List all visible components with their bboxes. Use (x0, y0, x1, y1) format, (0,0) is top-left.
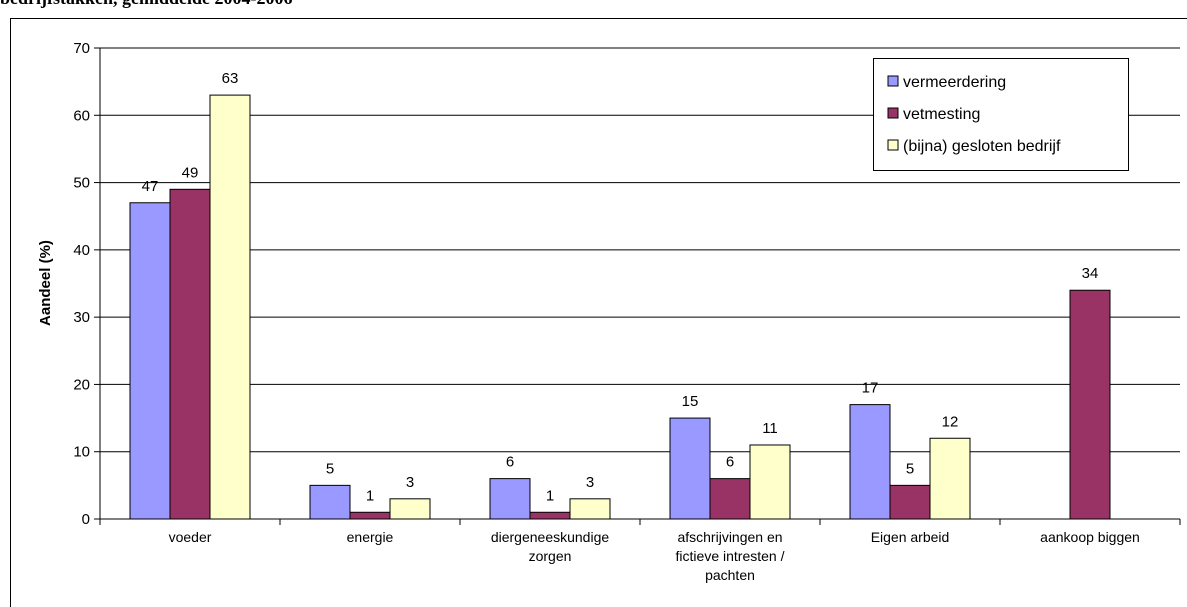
legend-swatch (887, 107, 899, 119)
legend-label: vetmesting (903, 106, 980, 123)
legend-label: (bijna) gesloten bedrijf (903, 138, 1061, 155)
bar (349, 511, 391, 520)
bar (529, 511, 571, 520)
bar (169, 188, 211, 520)
value-label: 1 (366, 487, 374, 504)
value-label: 11 (762, 420, 778, 437)
value-label: 63 (222, 70, 239, 87)
bar (209, 94, 251, 520)
y-tick-label: 0 (82, 511, 90, 528)
bar (749, 444, 791, 520)
y-tick-label: 60 (73, 107, 90, 124)
legend-label: vermeerdering (903, 74, 1006, 91)
legend-swatch (887, 139, 899, 151)
bar (929, 437, 971, 520)
bar (389, 498, 431, 520)
value-label: 6 (506, 454, 514, 471)
legend-box (873, 58, 1129, 171)
legend-swatch (887, 75, 899, 87)
bar (849, 404, 891, 520)
x-tick-label: voeder (168, 529, 212, 545)
value-label: 3 (406, 474, 414, 491)
bar (709, 478, 751, 520)
y-tick-label: 40 (73, 242, 90, 259)
bar (1069, 289, 1111, 520)
bar (489, 478, 531, 520)
bar (309, 484, 351, 520)
x-tick-label: Eigen arbeid (870, 529, 950, 545)
value-label: 47 (142, 178, 159, 195)
value-label: 5 (326, 460, 334, 477)
x-tick-label: aankoop biggen (1040, 529, 1140, 545)
chart-frame (10, 18, 1187, 607)
y-tick-label: 30 (73, 309, 90, 326)
value-label: 6 (726, 454, 734, 471)
y-tick-label: 50 (73, 175, 90, 192)
bar (569, 498, 611, 520)
value-label: 17 (862, 380, 879, 397)
value-label: 12 (942, 413, 959, 430)
value-label: 34 (1082, 265, 1099, 282)
y-tick-label: 10 (73, 444, 90, 461)
y-tick-label: 70 (73, 40, 90, 57)
chart-title: bedrijfstakken, gemiddelde 2004-2006 (0, 0, 293, 9)
y-axis-label: Aandeel (%) (37, 240, 54, 326)
value-label: 49 (182, 164, 199, 181)
value-label: 5 (906, 460, 914, 477)
bar (889, 484, 931, 520)
y-tick-label: 20 (73, 376, 90, 393)
x-tick-label: afschrijvingen en fictieve intresten / p… (675, 529, 785, 583)
bar (129, 202, 171, 520)
x-tick-label: diergeneeskundige zorgen (490, 529, 610, 564)
x-tick-label: energie (346, 529, 394, 545)
value-label: 3 (586, 474, 594, 491)
value-label: 1 (546, 487, 554, 504)
value-label: 15 (682, 393, 699, 410)
bar (669, 417, 711, 520)
